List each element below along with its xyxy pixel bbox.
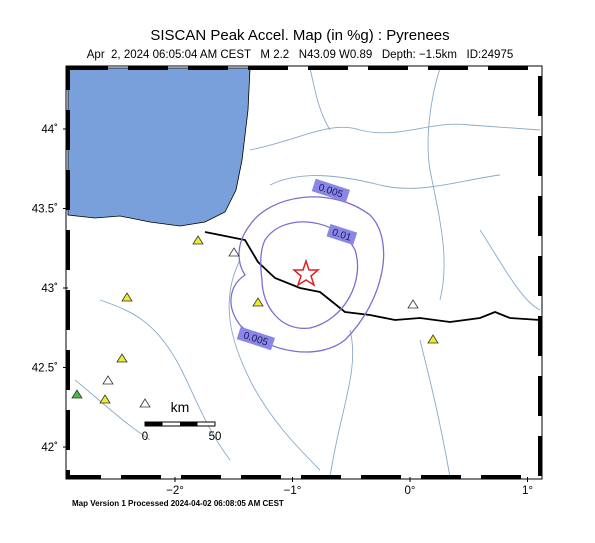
border bbox=[204, 231, 541, 323]
rivers bbox=[74, 67, 541, 478]
contour-label-box bbox=[236, 326, 275, 351]
y-tick-label: 42˚ bbox=[41, 442, 58, 454]
ocean bbox=[67, 67, 251, 227]
scale-label: 50 bbox=[209, 431, 222, 443]
x-tick-label: −1° bbox=[284, 485, 302, 497]
subtitle: Apr 2, 2024 06:05:04 AM CEST M 2.2 N43.0… bbox=[87, 49, 513, 61]
contour-label-box bbox=[326, 223, 358, 245]
title: SISCAN Peak Accel. Map (in %g) : Pyrenee… bbox=[150, 27, 449, 44]
y-tick-label: 43.5˚ bbox=[32, 204, 58, 216]
footer: Map Version 1 Processed 2024-04-02 06:08… bbox=[72, 499, 284, 508]
x-tick-label: 1° bbox=[522, 485, 533, 497]
scale-bar: km 0 50 bbox=[142, 399, 222, 443]
scale-unit: km bbox=[171, 399, 190, 415]
y-tick-label: 42.5˚ bbox=[32, 363, 58, 375]
x-tick-label: 0° bbox=[405, 485, 416, 497]
map: 0.005 0.01 0.005 km 0 50 bbox=[65, 65, 543, 480]
frame bbox=[66, 66, 542, 479]
x-tick-label: −2° bbox=[166, 485, 184, 497]
frame-outline bbox=[65, 65, 543, 480]
epicenter bbox=[291, 258, 321, 287]
stations bbox=[71, 235, 439, 408]
y-tick-label: 43˚ bbox=[41, 283, 58, 295]
scale-label: 0 bbox=[142, 431, 148, 443]
ticks: −2° −1° 0° 1° 44˚ 43.5˚ 43˚ 42.5˚ 42˚ bbox=[32, 124, 533, 497]
contour-label-box bbox=[311, 178, 350, 203]
y-tick-label: 44˚ bbox=[41, 124, 58, 136]
contour bbox=[230, 196, 385, 353]
contour bbox=[260, 221, 359, 329]
